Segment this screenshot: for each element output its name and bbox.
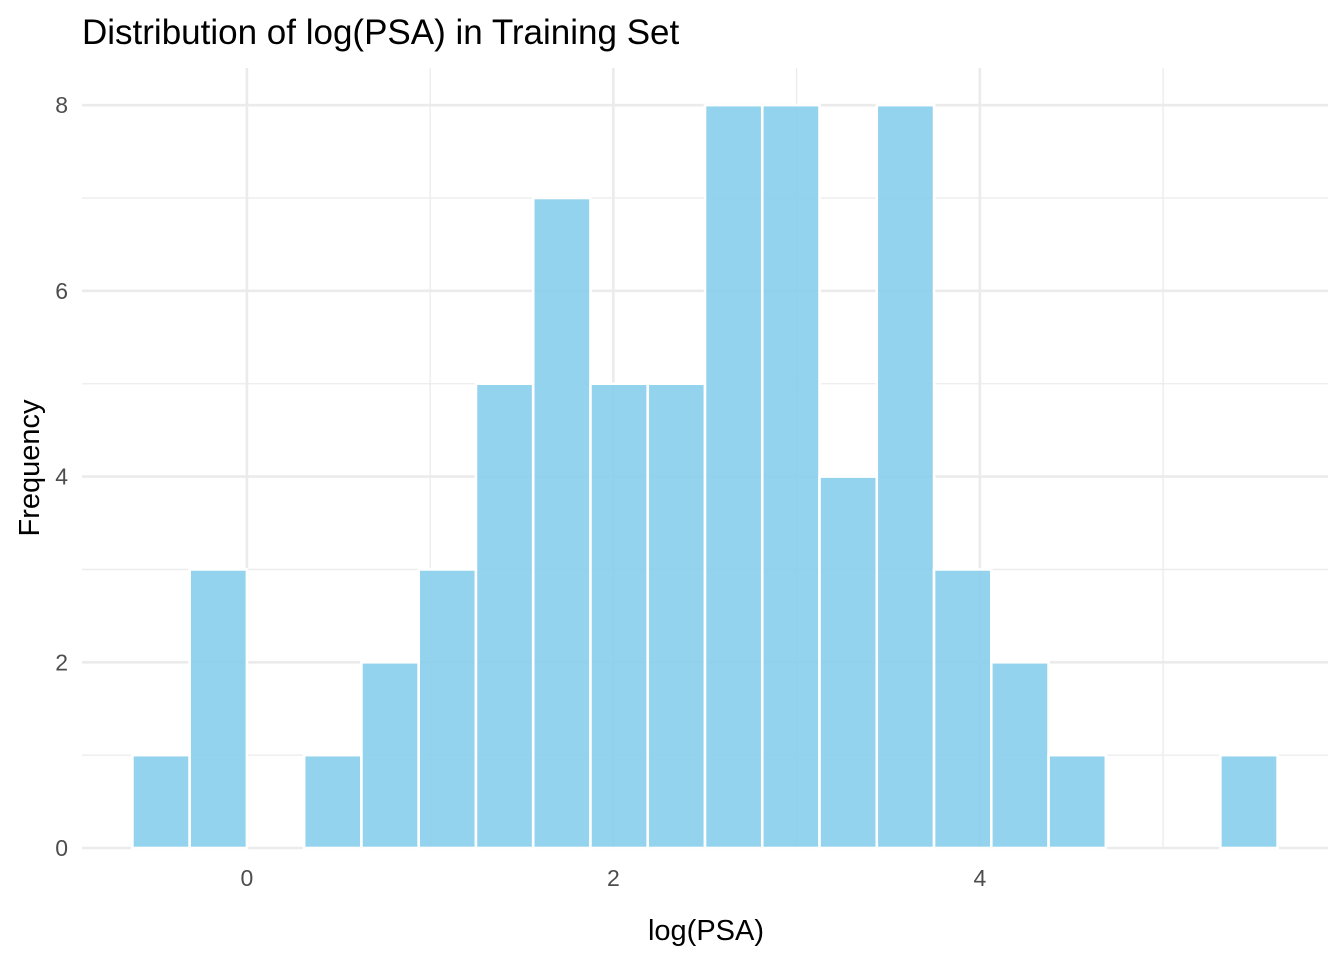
histogram-bar — [760, 103, 821, 850]
histogram-bar — [188, 568, 249, 850]
x-tick-label: 0 — [241, 865, 254, 891]
histogram-bars — [131, 103, 1279, 850]
y-tick-label: 8 — [55, 92, 68, 118]
histogram-bar — [417, 568, 478, 850]
chart-title: Distribution of log(PSA) in Training Set — [82, 13, 679, 52]
histogram-bar — [818, 475, 879, 850]
histogram-bar — [990, 660, 1050, 850]
y-tick-label: 0 — [55, 835, 68, 861]
y-axis-tick-labels: 0 2 4 6 8 — [55, 92, 68, 861]
y-tick-label: 4 — [55, 464, 68, 490]
y-tick-label: 2 — [55, 649, 68, 675]
histogram-bar — [932, 568, 993, 850]
histogram-bar — [1219, 753, 1279, 850]
histogram-bar — [302, 753, 363, 850]
histogram-bar — [531, 196, 592, 850]
y-axis-title: Frequency — [14, 399, 46, 537]
x-axis-tick-labels: 0 2 4 — [241, 865, 987, 891]
histogram-bar — [875, 103, 936, 850]
x-tick-label: 4 — [973, 865, 986, 891]
x-axis-title: log(PSA) — [648, 915, 764, 947]
histogram-bar — [360, 660, 420, 850]
histogram-bar — [589, 382, 650, 850]
histogram-bar — [474, 382, 535, 850]
histogram-bar — [131, 753, 191, 850]
histogram-bar — [703, 103, 764, 850]
histogram-bar — [1047, 753, 1108, 850]
histogram-bar — [646, 382, 707, 850]
x-tick-label: 2 — [607, 865, 620, 891]
y-tick-label: 6 — [55, 278, 68, 304]
